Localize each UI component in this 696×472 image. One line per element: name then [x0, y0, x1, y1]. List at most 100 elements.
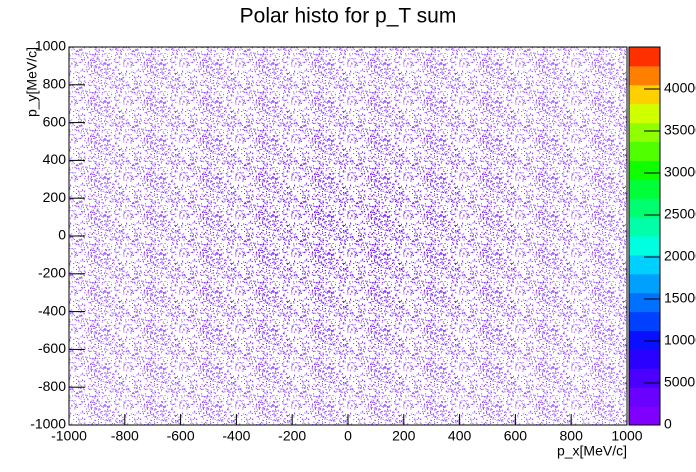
y-tick-label: -600 — [38, 340, 66, 356]
x-tick-label: -1000 — [51, 428, 87, 444]
heatmap-cell — [292, 349, 348, 388]
palette-band — [629, 387, 660, 407]
heatmap-cell — [348, 311, 404, 350]
heatmap-cell — [571, 311, 627, 350]
heatmap-cell — [403, 387, 460, 425]
heatmap-cell — [124, 122, 181, 161]
heatmap-cell — [292, 47, 348, 85]
heatmap-cell — [571, 84, 627, 123]
x-tick-label: 200 — [392, 428, 416, 444]
heatmap-cell — [180, 387, 237, 425]
chart-title: Polar histo for p_T sum — [240, 5, 457, 28]
heatmap-cell — [180, 160, 237, 199]
z-tick-label: 15000 — [664, 290, 696, 306]
z-tick-label: 5000 — [664, 374, 695, 390]
heatmap-cell — [69, 160, 125, 199]
z-tick-label: 0 — [664, 416, 672, 432]
palette-band — [629, 141, 660, 161]
heatmap-cell — [571, 47, 627, 85]
heatmap-cell — [69, 122, 125, 161]
heatmap-cell — [69, 349, 125, 388]
palette-band — [629, 198, 660, 218]
heatmap-cell — [348, 122, 404, 161]
x-tick-label: -400 — [222, 428, 250, 444]
heatmap-cell — [69, 387, 125, 425]
heatmap-cell — [124, 160, 181, 199]
palette-band — [629, 122, 660, 142]
heatmap-cell — [69, 236, 125, 274]
y-tick-label: 1000 — [35, 38, 66, 54]
heatmap-cell — [292, 160, 348, 199]
heatmap-cell — [571, 273, 627, 312]
heatmap-cell — [180, 47, 237, 85]
palette-band — [629, 160, 660, 180]
heatmap-cell — [515, 160, 572, 199]
heatmap-cell — [180, 198, 237, 236]
heatmap-cell — [403, 160, 460, 199]
heatmap-cell — [124, 349, 181, 388]
palette-band — [629, 273, 660, 294]
heatmap-cell — [236, 47, 293, 85]
heatmap-cell — [180, 122, 237, 161]
y-tick-label: 400 — [43, 151, 67, 167]
palette-band — [629, 311, 660, 331]
heatmap-cell — [180, 273, 237, 312]
heatmap-cell — [292, 84, 348, 123]
palette-band — [629, 236, 660, 256]
heatmap-cell — [459, 160, 516, 199]
heatmap-cell — [571, 236, 627, 274]
heatmap-cell — [459, 349, 516, 388]
heatmap-cell — [292, 122, 348, 161]
palette-band — [629, 349, 660, 369]
heatmap-cell — [459, 273, 516, 312]
heatmap-cell — [515, 236, 572, 274]
x-tick-label: 600 — [504, 428, 528, 444]
heatmap-cell — [348, 349, 404, 388]
heatmap-cell — [515, 387, 572, 425]
z-tick-label: 40000 — [664, 80, 696, 96]
heatmap-cell — [124, 84, 181, 123]
heatmap-cell — [515, 122, 572, 161]
palette-band — [629, 368, 660, 388]
y-tick-label: 0 — [58, 227, 66, 243]
heatmap-cell — [124, 236, 181, 274]
heatmap-cell — [69, 273, 125, 312]
x-tick-label: 400 — [448, 428, 472, 444]
heatmap-cell — [571, 160, 627, 199]
heatmap-cell — [403, 84, 460, 123]
heatmap-cell — [515, 311, 572, 350]
heatmap-cell — [124, 387, 181, 425]
heatmap-cell — [236, 311, 293, 350]
x-tick-label: 1000 — [611, 428, 642, 444]
y-tick-label: -400 — [38, 302, 66, 318]
heatmap-cell — [69, 47, 125, 85]
heatmap-cell — [403, 47, 460, 85]
heatmap-cell — [403, 349, 460, 388]
palette-band — [629, 330, 660, 350]
heatmap-cell — [236, 84, 293, 123]
heatmap-cell — [292, 236, 348, 274]
heatmap-cell — [124, 47, 181, 85]
heatmap-cell — [180, 236, 237, 274]
heatmap-cell — [459, 84, 516, 123]
heatmap-cell — [515, 84, 572, 123]
heatmap-cell — [292, 273, 348, 312]
heatmap-cell — [348, 273, 404, 312]
heatmap-cell — [515, 198, 572, 236]
z-tick-label: 25000 — [664, 206, 696, 222]
heatmap-cell — [236, 387, 293, 425]
y-tick-label: -1000 — [30, 416, 66, 432]
heatmap-cell — [571, 349, 627, 388]
heatmap-cell — [348, 47, 404, 85]
heatmap-cell — [236, 349, 293, 388]
y-tick-label: 600 — [43, 113, 67, 129]
heatmap-cell — [180, 349, 237, 388]
heatmap-cell — [180, 311, 237, 350]
heatmap-cell — [459, 311, 516, 350]
heatmap-cell — [403, 122, 460, 161]
heatmap-cell — [292, 198, 348, 236]
heatmap-cell — [459, 122, 516, 161]
heatmap-cell — [292, 311, 348, 350]
heatmap-cell — [403, 236, 460, 274]
